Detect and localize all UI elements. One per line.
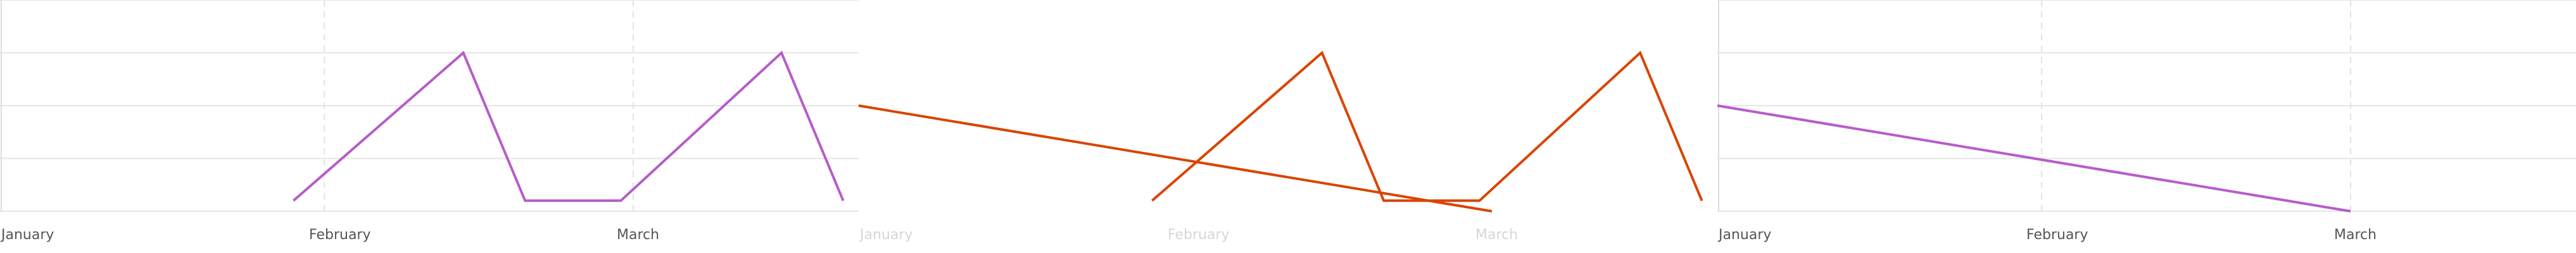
line-chart-panel-2: January February March <box>858 0 1717 253</box>
x-tick-label: January <box>859 227 912 243</box>
line-chart-panel-3: January February March <box>1717 0 2576 253</box>
x-tick-label: February <box>2026 227 2088 243</box>
series-line-1 <box>1717 104 2351 213</box>
x-tick-label: March <box>1475 227 1518 243</box>
series-line-2 <box>858 104 1493 213</box>
x-tick-label: January <box>0 227 54 243</box>
x-tick-label: February <box>309 227 371 243</box>
x-tick-label: February <box>1168 227 1230 243</box>
series-line-1 <box>293 51 845 202</box>
x-tick-label: January <box>1717 227 1771 243</box>
line-chart-panel-1: January February March <box>0 0 859 253</box>
x-tick-label: March <box>2334 227 2377 243</box>
x-tick-label: March <box>617 227 659 243</box>
chart-background <box>859 0 1717 253</box>
chart-background <box>0 0 859 253</box>
